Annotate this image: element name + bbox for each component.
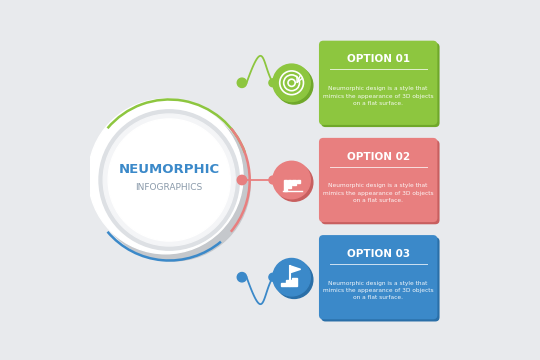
FancyBboxPatch shape [321, 43, 440, 127]
Text: NEUMORPHIC: NEUMORPHIC [119, 163, 220, 176]
Text: OPTION 03: OPTION 03 [347, 249, 410, 259]
Text: INFOGRAPHICS: INFOGRAPHICS [136, 184, 203, 193]
Circle shape [273, 258, 310, 296]
Text: OPTION 01: OPTION 01 [347, 54, 410, 64]
Bar [292, 278, 297, 286]
Bar [281, 283, 286, 286]
Circle shape [88, 99, 243, 254]
Circle shape [273, 64, 310, 102]
Text: Neumorphic design is a style that
mimics the appearance of 3D objects
on a flat : Neumorphic design is a style that mimics… [323, 86, 434, 106]
Bar [292, 180, 295, 185]
Circle shape [275, 261, 313, 298]
FancyBboxPatch shape [319, 235, 437, 319]
Circle shape [108, 119, 230, 241]
Polygon shape [290, 266, 301, 273]
FancyBboxPatch shape [319, 41, 437, 125]
Text: OPTION 02: OPTION 02 [347, 152, 410, 162]
Circle shape [269, 176, 277, 184]
Circle shape [96, 106, 250, 261]
FancyBboxPatch shape [321, 140, 440, 224]
FancyBboxPatch shape [319, 138, 437, 222]
FancyBboxPatch shape [321, 237, 440, 321]
Bar [296, 180, 300, 183]
Circle shape [99, 110, 239, 250]
Circle shape [273, 161, 310, 199]
Text: Neumorphic design is a style that
mimics the appearance of 3D objects
on a flat : Neumorphic design is a style that mimics… [323, 184, 434, 203]
Circle shape [237, 175, 247, 185]
Bar [286, 280, 292, 286]
Circle shape [269, 273, 277, 281]
Circle shape [237, 78, 247, 87]
Text: Neumorphic design is a style that
mimics the appearance of 3D objects
on a flat : Neumorphic design is a style that mimics… [323, 281, 434, 300]
Bar [288, 180, 291, 188]
Circle shape [237, 273, 247, 282]
Bar [284, 180, 287, 191]
Circle shape [275, 67, 313, 104]
Circle shape [269, 79, 277, 87]
Circle shape [275, 164, 313, 201]
Circle shape [103, 114, 235, 246]
